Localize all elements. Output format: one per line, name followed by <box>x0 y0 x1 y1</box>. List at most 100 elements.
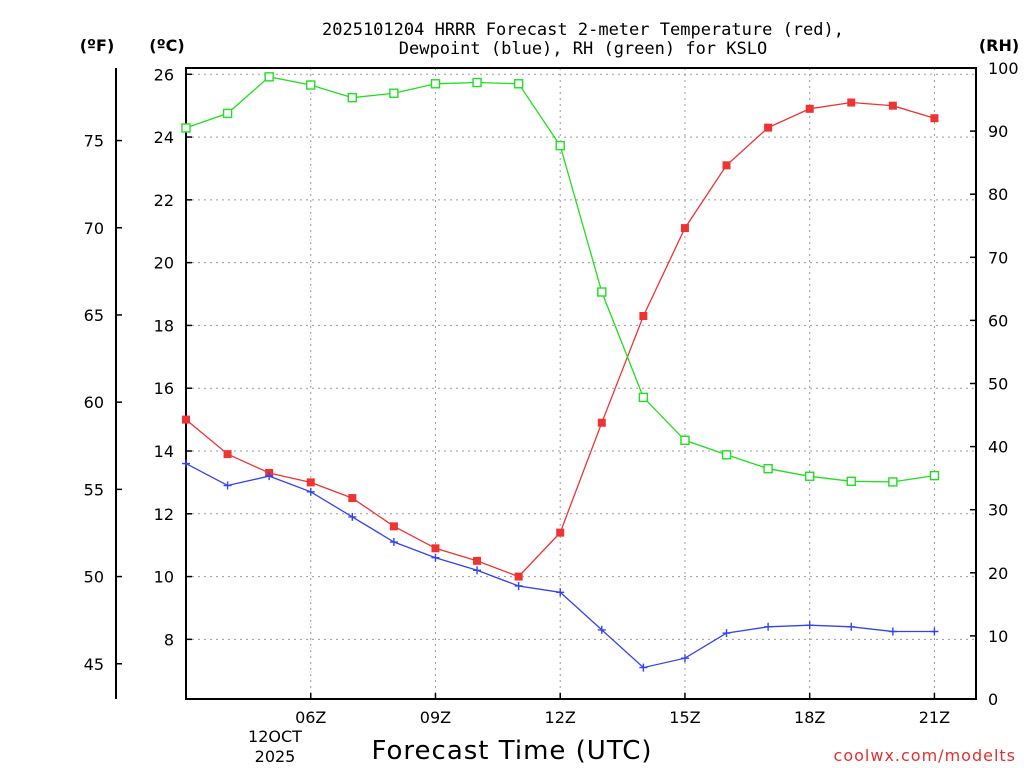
temperature-point <box>722 161 731 170</box>
celsius-tick-label: 22 <box>154 191 174 210</box>
fahrenheit-tick-label: 60 <box>84 393 104 412</box>
dewpoint-point <box>764 622 773 631</box>
dewpoint-point <box>680 654 689 663</box>
rh-tick-label: 0 <box>988 690 998 709</box>
rh-point <box>597 287 607 297</box>
rh-point <box>306 80 316 90</box>
dewpoint-point <box>306 487 315 496</box>
rh-tick-label: 60 <box>988 311 1008 330</box>
rh-tick-label: 90 <box>988 122 1008 141</box>
dewpoint-point <box>265 472 274 481</box>
dewpoint-point <box>348 512 357 521</box>
rh-point <box>555 140 565 151</box>
series <box>181 72 940 672</box>
rh-point <box>222 108 233 119</box>
rh-point <box>181 123 191 133</box>
celsius-tick-label: 14 <box>154 442 174 461</box>
x-tick-label: 18Z <box>794 708 825 727</box>
rh-point <box>763 463 773 474</box>
rh-point <box>638 392 649 403</box>
rh-point <box>888 477 898 487</box>
fahrenheit-unit-label: (ºF) <box>80 36 115 55</box>
rh-point <box>804 471 815 481</box>
rh-tick-label: 20 <box>988 564 1008 583</box>
dewpoint-point <box>639 663 648 672</box>
temperature-point <box>888 101 897 110</box>
temperature-point <box>805 104 814 113</box>
rh-tick-label: 40 <box>988 438 1008 457</box>
celsius-tick-label: 16 <box>154 379 174 398</box>
temperature-point <box>431 544 440 553</box>
x-tick-label: 12Z <box>545 708 576 727</box>
rh-tick-label: 100 <box>988 59 1019 78</box>
rh-point <box>513 79 524 89</box>
temperature-point <box>473 556 482 565</box>
temperature-point <box>639 312 648 321</box>
temperature-point <box>680 224 689 233</box>
dewpoint-point <box>805 621 814 630</box>
x-tick-label: 09Z <box>420 708 451 727</box>
fahrenheit-tick-label: 70 <box>84 219 104 238</box>
axes <box>115 67 977 700</box>
dewpoint-point <box>930 627 939 636</box>
chart-title: 2025101204 HRRR Forecast 2-meter Tempera… <box>322 20 844 40</box>
dewpoint-point <box>556 588 565 597</box>
rh-unit-label: (RH) <box>979 36 1019 55</box>
dewpoint-point <box>722 629 731 638</box>
celsius-tick-label: 12 <box>154 505 174 524</box>
rh-point <box>472 77 482 88</box>
dewpoint-point <box>473 566 482 575</box>
fahrenheit-tick-label: 50 <box>84 568 104 587</box>
rh-point <box>389 88 399 98</box>
temperature-point <box>597 418 606 427</box>
dewpoint-point <box>847 622 856 631</box>
temperature-point <box>182 415 190 424</box>
temperature-point <box>764 123 773 132</box>
date-label-year: 2025 <box>255 747 296 766</box>
temperature-point <box>389 522 398 531</box>
dewpoint-point <box>182 459 190 468</box>
tick-labels: 06Z 09Z 12Z 15Z 18Z 21Z 8 10 12 14 16 18 20 22 24 26 45 5… <box>84 59 1019 727</box>
celsius-tick-label: 26 <box>154 65 174 84</box>
date-label-day: 12OCT <box>248 727 302 746</box>
fahrenheit-tick-label: 65 <box>84 306 104 325</box>
celsius-tick-label: 18 <box>154 316 174 335</box>
rh-point <box>347 92 358 103</box>
x-tick-label: 21Z <box>919 708 950 727</box>
temperature-point <box>847 98 856 107</box>
dewpoint-point <box>888 627 897 636</box>
rh-tick-label: 50 <box>988 375 1008 394</box>
credit-text: coolwx.com/modelts <box>834 746 1016 765</box>
rh-tick-label: 80 <box>988 185 1008 204</box>
dewpoint-point <box>514 581 523 590</box>
x-tick-label: 06Z <box>295 708 326 727</box>
celsius-unit-label: (ºC) <box>149 36 184 55</box>
temperature-point <box>223 450 232 459</box>
rh-point <box>680 435 690 445</box>
celsius-tick-label: 20 <box>154 254 174 273</box>
dewpoint-point <box>431 553 440 562</box>
temperature-point <box>556 528 565 537</box>
rh-tick-label: 10 <box>988 627 1008 646</box>
dewpoint-point <box>389 538 398 547</box>
rh-point <box>846 476 856 487</box>
gridlines <box>186 68 976 699</box>
fahrenheit-tick-label: 45 <box>84 655 104 674</box>
dewpoint-point <box>223 481 232 490</box>
temperature-point <box>930 114 939 123</box>
rh-point <box>264 72 274 82</box>
fahrenheit-tick-label: 55 <box>84 480 104 499</box>
rh-tick-label: 70 <box>988 248 1008 267</box>
celsius-tick-label: 24 <box>154 128 174 147</box>
plot-frame <box>185 67 977 700</box>
rh-tick-label: 30 <box>988 501 1008 520</box>
chart-subtitle: Dewpoint (blue), RH (green) for KSLO <box>399 39 767 59</box>
x-tick-label: 15Z <box>669 708 700 727</box>
celsius-tick-label: 10 <box>154 568 174 587</box>
rh-point <box>721 450 732 460</box>
temperature-point <box>306 478 315 487</box>
temperature-point <box>348 494 357 503</box>
dewpoint-point <box>597 625 606 634</box>
fahrenheit-tick-label: 75 <box>84 132 104 151</box>
